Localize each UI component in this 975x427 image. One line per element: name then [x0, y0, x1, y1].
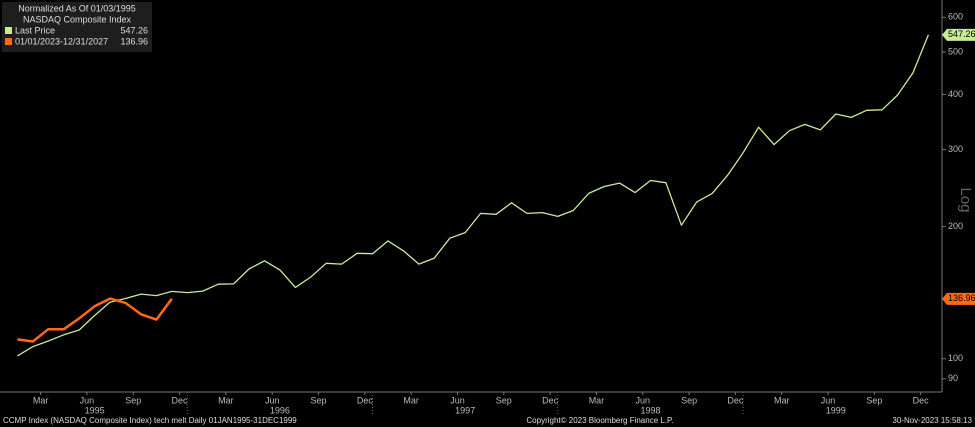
x-tick-label: Mar	[33, 395, 49, 405]
footer-right: 30-Nov-2023 15:58:13	[892, 416, 972, 425]
x-tick-label: Dec	[542, 395, 559, 405]
x-tick-label: Mar	[589, 395, 605, 405]
y-tick-label: 500	[948, 46, 963, 56]
x-tick-label: Mar	[218, 395, 234, 405]
x-tick-label: Dec	[172, 395, 189, 405]
y-tick-label: 600	[948, 12, 963, 22]
x-tick-label: Sep	[681, 395, 697, 405]
x-tick-label: Dec	[913, 395, 930, 405]
legend-title: Normalized As Of 01/03/1995	[18, 3, 136, 13]
legend-subtitle: NASDAQ Composite Index	[23, 14, 132, 24]
x-tick-label: Jun	[265, 395, 280, 405]
x-tick-label: Jun	[821, 395, 836, 405]
x-tick-label: Mar	[774, 395, 790, 405]
y-tick-label: 400	[948, 89, 963, 99]
y-tick-label: 100	[948, 353, 963, 363]
x-tick-label: Jun	[80, 395, 95, 405]
legend-swatch	[5, 27, 12, 34]
year-label: 1998	[640, 405, 660, 415]
footer-left: CCMP Index (NASDAQ Composite Index) tech…	[3, 416, 297, 425]
x-tick-label: Dec	[727, 395, 744, 405]
legend-label: Last Price	[15, 25, 55, 35]
x-tick-label: Dec	[357, 395, 374, 405]
y-tick-label: 200	[948, 221, 963, 231]
year-label: 1995	[85, 405, 105, 415]
y-tick-label: 300	[948, 144, 963, 154]
last-value-label: 547.26	[948, 29, 975, 39]
legend: Normalized As Of 01/03/1995 NASDAQ Compo…	[2, 2, 152, 52]
series-line	[17, 297, 173, 343]
x-tick-label: Mar	[403, 395, 419, 405]
last-value-tag	[942, 292, 975, 305]
y-axis-label: Log	[957, 187, 974, 212]
x-tick-label: Sep	[496, 395, 512, 405]
x-tick-label: Sep	[125, 395, 141, 405]
footer-center: Copyright© 2023 Bloomberg Finance L.P.	[526, 416, 673, 425]
legend-swatch	[5, 38, 12, 45]
year-label: 1999	[826, 405, 846, 415]
legend-value: 136.96	[120, 36, 148, 46]
series-line	[17, 34, 930, 357]
legend-label: 01/01/2023-12/31/2027	[15, 36, 108, 46]
y-tick-label: 90	[948, 373, 958, 383]
legend-box	[2, 2, 152, 52]
last-value-tag	[942, 28, 975, 41]
x-tick-label: Sep	[866, 395, 882, 405]
last-value-label: 136.96	[948, 293, 975, 303]
x-tick-label: Jun	[450, 395, 465, 405]
year-label: 1996	[270, 405, 290, 415]
legend-value: 547.26	[120, 25, 148, 35]
x-tick-label: Sep	[311, 395, 327, 405]
year-label: 1997	[455, 405, 475, 415]
x-tick-label: Jun	[636, 395, 651, 405]
